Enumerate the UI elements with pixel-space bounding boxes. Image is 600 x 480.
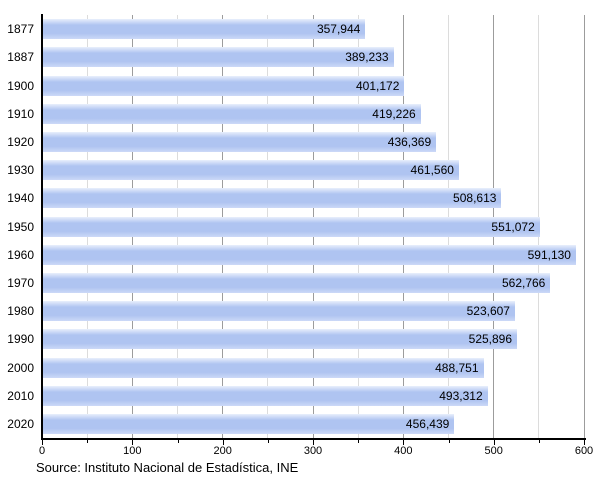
x-tick-minor bbox=[87, 439, 89, 443]
y-axis-line bbox=[41, 14, 43, 440]
y-tick-label-2020: 2020 bbox=[7, 416, 34, 431]
x-tick-label-200: 200 bbox=[213, 445, 232, 457]
bar-value-label: 591,130 bbox=[527, 247, 571, 262]
bar-1877: 357,944 bbox=[42, 19, 366, 40]
y-tick-label-1970: 1970 bbox=[7, 275, 34, 290]
bar-value-label: 562,766 bbox=[501, 275, 546, 290]
y-tick-label-1950: 1950 bbox=[7, 219, 34, 234]
x-tick-label-400: 400 bbox=[394, 445, 413, 457]
bar-1980: 523,607 bbox=[42, 301, 515, 322]
y-tick-label-1910: 1910 bbox=[7, 106, 34, 121]
x-tick-label-0: 0 bbox=[38, 445, 46, 457]
y-axis-labels: 1877 1887 1900 1910 1920 1930 1940 1950 1960 1970… bbox=[0, 15, 34, 438]
bar-value-label: 488,751 bbox=[435, 360, 479, 375]
bar-2000: 488,751 bbox=[42, 357, 484, 378]
y-tick-label-1930: 1930 bbox=[7, 163, 34, 178]
bar-1920: 436,369 bbox=[42, 131, 437, 152]
y-tick-label-2000: 2000 bbox=[7, 360, 34, 375]
plot-area: 357,944 389,233 401,172 419,226 436,369 461,5… bbox=[42, 15, 585, 438]
y-tick-label-1940: 1940 bbox=[7, 191, 34, 206]
x-tick-minor bbox=[358, 439, 360, 443]
y-tick-label-1990: 1990 bbox=[7, 332, 34, 347]
bar-2020: 456,439 bbox=[42, 413, 455, 434]
bar-1950: 551,072 bbox=[42, 216, 540, 237]
y-tick-label-1980: 1980 bbox=[7, 304, 34, 319]
y-tick-label-1877: 1877 bbox=[7, 22, 34, 37]
x-tick-minor bbox=[448, 439, 450, 443]
bar-value-label: 525,896 bbox=[468, 332, 513, 347]
y-tick-label-1900: 1900 bbox=[7, 78, 34, 93]
source-caption: Source: Instituto Nacional de Estadístic… bbox=[36, 460, 299, 475]
bar-1970: 562,766 bbox=[42, 272, 551, 293]
bar-value-label: 357,944 bbox=[316, 22, 361, 37]
gridline-major bbox=[583, 15, 585, 438]
bar-1900: 401,172 bbox=[42, 75, 405, 96]
bar-value-label: 401,172 bbox=[356, 78, 400, 93]
bar-1940: 508,613 bbox=[42, 188, 502, 209]
x-tick-label-500: 500 bbox=[484, 445, 503, 457]
x-tick-major bbox=[313, 439, 314, 445]
x-tick-major bbox=[222, 439, 224, 445]
x-tick-minor bbox=[177, 439, 179, 443]
y-tick-label-1920: 1920 bbox=[7, 134, 34, 149]
bar-value-label: 456,439 bbox=[405, 416, 450, 431]
x-tick-minor bbox=[267, 439, 269, 443]
x-tick-label-600: 600 bbox=[574, 445, 594, 457]
bar-value-label: 389,233 bbox=[345, 50, 389, 65]
x-tick-major bbox=[584, 439, 585, 445]
bar-value-label: 419,226 bbox=[372, 106, 416, 121]
bar-value-label: 508,613 bbox=[453, 191, 497, 206]
bar-1930: 461,560 bbox=[42, 160, 459, 181]
x-tick-minor bbox=[538, 439, 540, 443]
x-tick-major bbox=[403, 439, 405, 445]
bar-value-label: 551,072 bbox=[491, 219, 535, 234]
bar-value-label: 493,312 bbox=[439, 388, 483, 403]
bar-1990: 525,896 bbox=[42, 329, 518, 350]
y-tick-label-1960: 1960 bbox=[7, 247, 34, 262]
bar-value-label: 523,607 bbox=[466, 304, 510, 319]
bar-2010: 493,312 bbox=[42, 385, 488, 406]
bar-value-label: 461,560 bbox=[410, 163, 454, 178]
x-tick-major bbox=[42, 439, 43, 445]
x-tick-label-300: 300 bbox=[303, 445, 323, 457]
x-tick-major bbox=[493, 439, 495, 445]
x-tick-major bbox=[132, 439, 134, 445]
bar-1887: 389,233 bbox=[42, 47, 394, 68]
bar-1960: 591,130 bbox=[42, 244, 576, 265]
y-tick-label-1887: 1887 bbox=[7, 50, 34, 65]
bar-1910: 419,226 bbox=[42, 103, 421, 124]
x-tick-label-100: 100 bbox=[123, 445, 142, 457]
bar-value-label: 436,369 bbox=[387, 134, 432, 149]
y-tick-label-2010: 2010 bbox=[7, 388, 34, 403]
